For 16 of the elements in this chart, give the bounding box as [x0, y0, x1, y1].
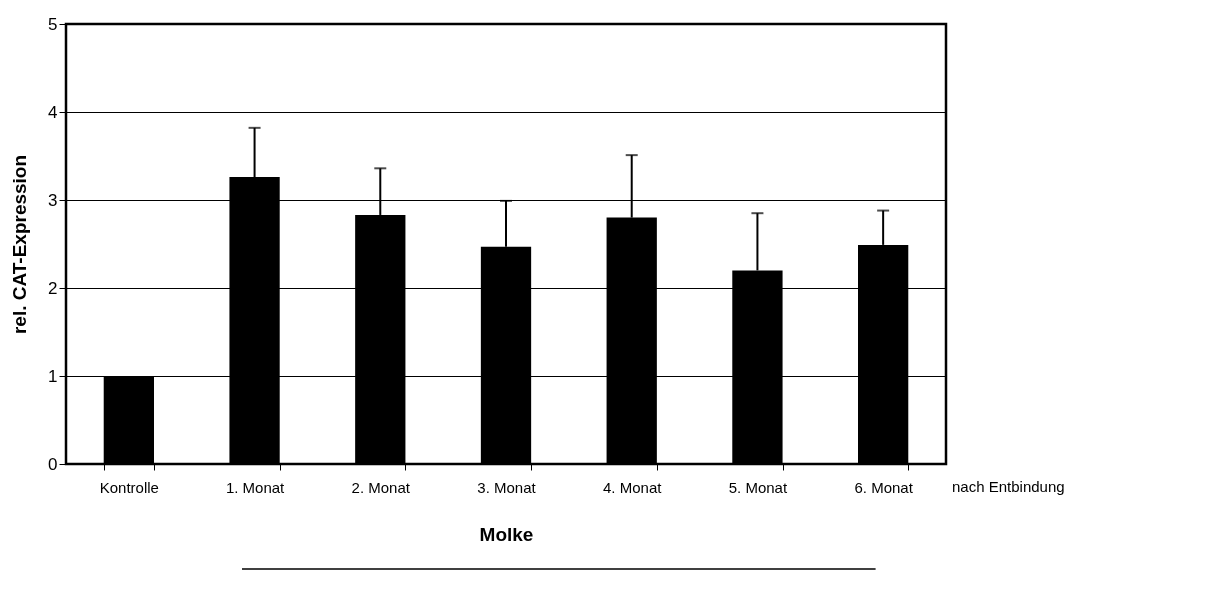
y-axis-title: rel. CAT-Expression	[9, 154, 31, 335]
text: nach Entbindung	[952, 478, 1065, 495]
x-axis-title: Molke	[479, 523, 534, 545]
y-tick-label: 5	[48, 14, 58, 34]
x-tick-label: Kontrolle	[99, 478, 159, 496]
y-tick-label: 2	[48, 278, 58, 298]
y-tick-label: 0	[48, 454, 58, 474]
x-tick-label: 4. Monat	[603, 478, 663, 496]
x-tick-label: 1. Monat	[225, 478, 286, 496]
y-tick-label: 3	[48, 190, 58, 210]
y-tick-label: 1	[48, 366, 58, 386]
y-tick-label: 4	[48, 102, 58, 122]
x-tick-label: 2. Monat	[351, 478, 411, 496]
x-tick-label: 3. Monat	[477, 478, 537, 496]
x-tick-label: 5. Monat	[728, 478, 788, 496]
x-tick-label: 6. Monat	[854, 478, 914, 496]
